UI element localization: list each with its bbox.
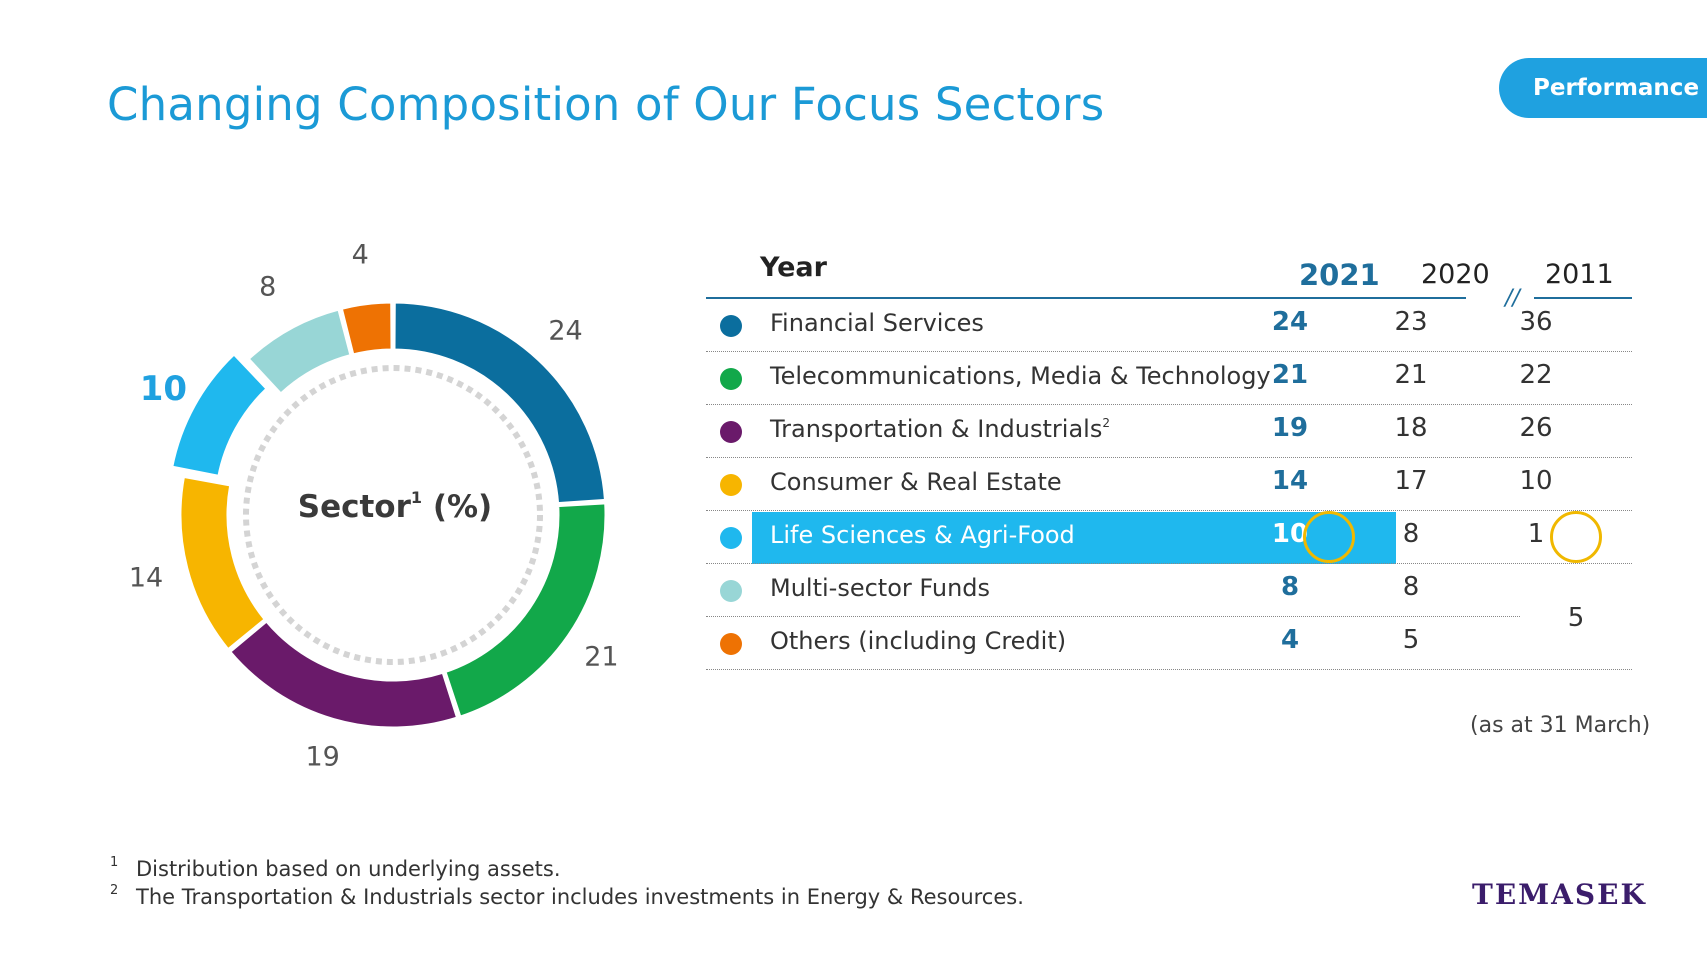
sector-label: Transportation & Industrials2 <box>770 415 1110 443</box>
value-2011: 26 <box>1519 413 1553 443</box>
value-2011: 22 <box>1519 360 1553 390</box>
temasek-logo: TEMASEK <box>1472 878 1647 911</box>
row-divider <box>706 351 1632 352</box>
sector-label: Consumer & Real Estate <box>770 468 1062 496</box>
legend-dot <box>720 633 742 655</box>
donut-data-label: 19 <box>305 741 340 773</box>
sector-label: Life Sciences & Agri-Food <box>770 521 1075 549</box>
donut-slice <box>339 300 394 357</box>
legend-dot <box>720 421 742 443</box>
value-2020: 8 <box>1402 572 1420 602</box>
donut-data-label: 14 <box>128 562 164 594</box>
value-2011: 10 <box>1519 466 1553 496</box>
donut-slice <box>227 618 460 730</box>
value-2021: 10 <box>1271 519 1309 549</box>
year-2011-header: 2011 <box>1545 259 1614 290</box>
table-row: Consumer & Real Estate 14 17 10 <box>706 458 1632 511</box>
value-2020: 8 <box>1402 519 1420 549</box>
sector-label: Financial Services <box>770 309 984 337</box>
merged-2011-value: 5 <box>1567 603 1585 633</box>
sector-donut-chart <box>169 300 608 730</box>
value-2021: 19 <box>1271 413 1309 443</box>
value-2011: 1 <box>1527 519 1545 549</box>
value-2021: 4 <box>1280 625 1300 655</box>
inner-dashed-ring <box>243 365 543 665</box>
value-2020: 5 <box>1402 625 1420 655</box>
donut-data-label: 8 <box>259 271 277 303</box>
donut-slice <box>392 300 608 506</box>
highlight-band <box>752 512 1396 564</box>
table-row: Transportation & Industrials2 19 18 26 <box>706 405 1632 458</box>
value-2011: 36 <box>1519 307 1553 337</box>
value-2020: 23 <box>1394 307 1428 337</box>
sector-label: Others (including Credit) <box>770 627 1067 655</box>
performance-badge: Performance <box>1499 58 1707 118</box>
value-2021: 21 <box>1271 360 1309 390</box>
donut-center-label: Sector1 (%) <box>297 488 493 525</box>
header-rule-2011 <box>1534 297 1632 299</box>
header-rule-recent <box>706 297 1466 299</box>
donut-data-label: 10 <box>139 368 188 409</box>
sector-label: Multi-sector Funds <box>770 574 991 602</box>
value-2021: 14 <box>1271 466 1309 496</box>
as-at-note: (as at 31 March) <box>1470 713 1651 738</box>
table-row: Financial Services 24 23 36 <box>706 299 1632 352</box>
year-2021-header: 2021 <box>1299 258 1380 292</box>
value-2021: 8 <box>1280 572 1300 602</box>
sector-label: Telecommunications, Media & Technology <box>770 362 1271 390</box>
row-divider <box>706 616 1520 617</box>
row-divider <box>706 404 1632 405</box>
donut-slice <box>169 351 270 479</box>
row-divider <box>706 669 1632 670</box>
page-title: Changing Composition of Our Focus Sector… <box>107 78 1105 131</box>
year-2020-header: 2020 <box>1421 259 1490 290</box>
row-divider <box>706 457 1632 458</box>
table-row: Others (including Credit) 4 5 <box>706 617 1632 670</box>
axis-break-separator: // <box>1505 286 1520 311</box>
donut-data-label: 21 <box>584 641 619 673</box>
donut-slice <box>443 501 608 720</box>
value-2021: 24 <box>1271 307 1309 337</box>
table-row: Multi-sector Funds 8 8 <box>706 564 1632 617</box>
legend-dot <box>720 474 742 496</box>
table-row: Telecommunications, Media & Technology 21… <box>706 352 1632 405</box>
row-divider <box>706 563 1632 564</box>
donut-slice <box>246 307 353 397</box>
value-2020: 17 <box>1394 466 1428 496</box>
row-divider <box>706 510 1632 511</box>
table-row: Life Sciences & Agri-Food 10 8 1 <box>706 511 1632 564</box>
donut-data-label: 4 <box>351 239 369 271</box>
year-header: Year <box>760 252 827 283</box>
highlight-ring-2011 <box>1550 511 1602 563</box>
value-2020: 18 <box>1394 413 1428 443</box>
legend-dot <box>720 580 742 602</box>
donut-data-label: 24 <box>548 315 583 347</box>
donut-slice <box>178 474 268 652</box>
legend-dot <box>720 315 742 337</box>
legend-dot <box>720 368 742 390</box>
value-2020: 21 <box>1394 360 1428 390</box>
highlight-ring-2021 <box>1303 511 1355 563</box>
legend-dot <box>720 527 742 549</box>
